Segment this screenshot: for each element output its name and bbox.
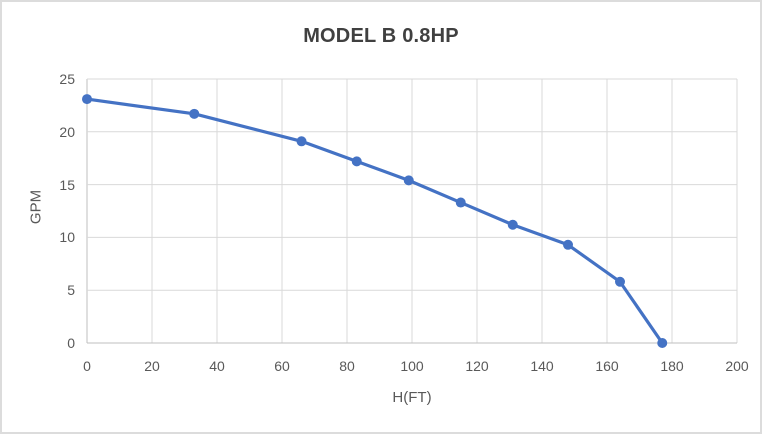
data-point-marker <box>189 108 200 119</box>
x-tick-label: 100 <box>400 358 424 374</box>
x-tick-label: 140 <box>530 358 554 374</box>
data-point-marker <box>657 338 668 348</box>
y-tick-label: 10 <box>59 229 75 246</box>
data-point-marker <box>455 197 466 208</box>
x-tick-label: 120 <box>465 358 489 374</box>
x-tick-label: 60 <box>274 358 290 374</box>
data-point-marker <box>82 94 92 105</box>
y-tick-label: 0 <box>67 335 75 351</box>
series-line <box>85 97 664 345</box>
y-tick-label: 20 <box>59 123 75 140</box>
x-tick-label: 0 <box>83 358 91 374</box>
data-point-marker <box>403 175 414 186</box>
y-axis-title: GPM <box>27 189 45 225</box>
x-tick-label: 180 <box>660 358 684 374</box>
data-point-marker <box>563 239 573 250</box>
x-tick-label: 80 <box>339 358 355 374</box>
data-point-marker <box>351 156 362 167</box>
x-tick-label: 160 <box>595 358 619 374</box>
chart-title: MODEL B 0.8HP <box>303 25 459 47</box>
x-axis-title: H(FT) <box>392 389 432 406</box>
x-tick-label: 40 <box>209 358 225 374</box>
y-tick-label: 25 <box>59 71 75 87</box>
data-point-marker <box>615 276 625 287</box>
x-tick-label: 200 <box>725 358 749 374</box>
x-tick-label: 20 <box>144 358 160 374</box>
y-tick-label: 15 <box>59 176 75 193</box>
data-point-marker <box>507 219 518 230</box>
y-tick-label: 5 <box>67 282 75 299</box>
data-point-marker <box>296 136 307 147</box>
